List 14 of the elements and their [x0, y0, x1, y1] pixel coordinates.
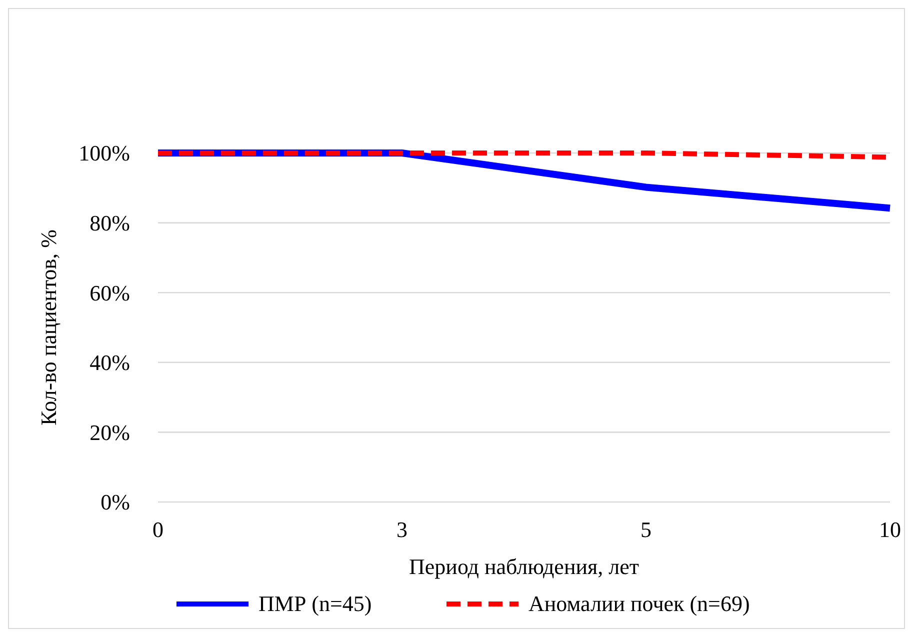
x-tick-label: 10 — [879, 517, 901, 542]
x-tick-label: 5 — [640, 517, 652, 542]
y-tick-label: 20% — [90, 420, 130, 445]
y-tick-label: 0% — [100, 490, 130, 515]
y-tick-label: 40% — [90, 350, 130, 376]
legend-label: Аномалии почек (n=69) — [528, 591, 750, 616]
x-tick-label: 3 — [396, 517, 408, 542]
x-tick-label: 0 — [152, 517, 164, 542]
legend-label: ПМР (n=45) — [258, 591, 372, 616]
y-tick-label: 100% — [78, 140, 130, 166]
y-axis-title: Кол-во пациентов, % — [36, 230, 61, 426]
x-axis-title: Период наблюдения, лет — [409, 554, 640, 579]
y-tick-label: 60% — [90, 280, 130, 306]
y-tick-label: 80% — [90, 210, 130, 236]
